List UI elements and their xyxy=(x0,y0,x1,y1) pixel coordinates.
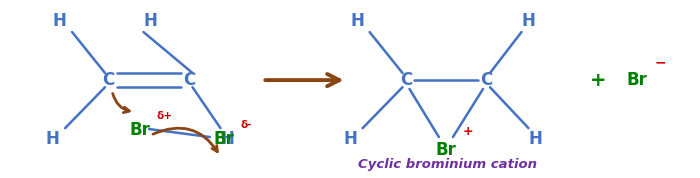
Text: Cyclic brominium cation: Cyclic brominium cation xyxy=(358,158,538,171)
Text: C: C xyxy=(480,71,493,89)
Text: C: C xyxy=(183,71,195,89)
Text: Br: Br xyxy=(130,121,150,139)
Text: δ+: δ+ xyxy=(156,111,172,121)
Text: C: C xyxy=(400,71,412,89)
Text: +: + xyxy=(463,125,474,138)
Text: Br: Br xyxy=(626,71,648,89)
Text: H: H xyxy=(522,12,536,30)
Text: H: H xyxy=(52,12,66,30)
Text: +: + xyxy=(590,71,607,90)
Text: −: − xyxy=(654,55,666,69)
Text: H: H xyxy=(343,130,357,148)
Text: H: H xyxy=(528,130,542,148)
Text: Br: Br xyxy=(435,140,456,159)
Text: H: H xyxy=(350,12,364,30)
Text: C: C xyxy=(102,71,115,89)
Text: H: H xyxy=(46,130,60,148)
Text: H: H xyxy=(220,130,234,148)
Text: Br: Br xyxy=(214,130,235,148)
Text: δ-: δ- xyxy=(240,120,251,130)
Text: H: H xyxy=(144,12,158,30)
